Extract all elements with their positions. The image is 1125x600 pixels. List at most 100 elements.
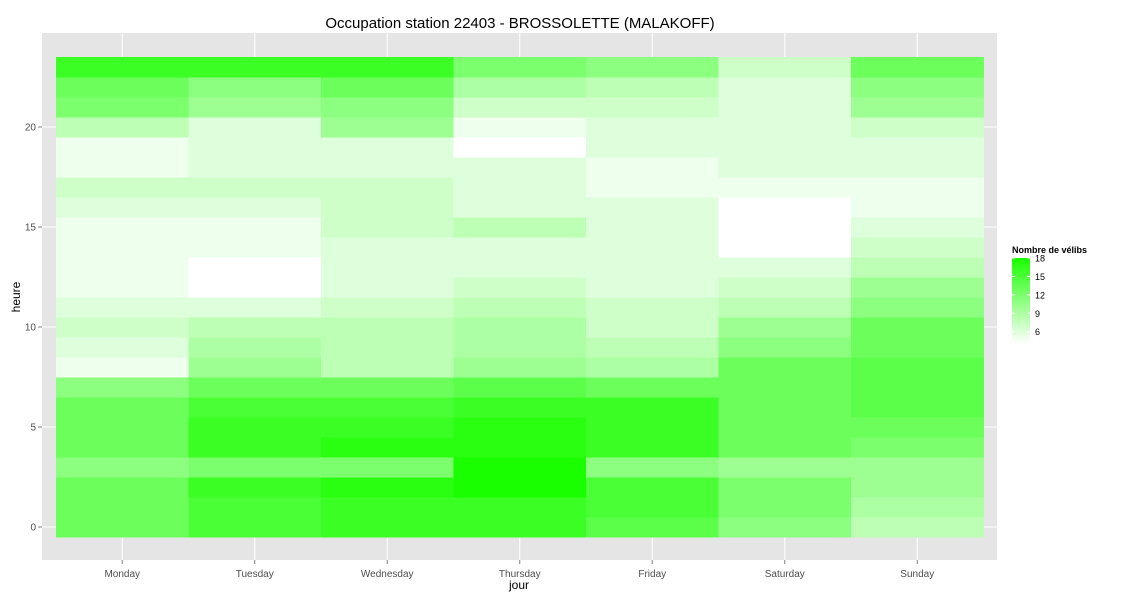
heatmap-cell [56, 357, 189, 378]
heatmap-cell [586, 297, 719, 318]
heatmap-cell [453, 277, 587, 298]
heatmap-cell [586, 237, 719, 258]
heatmap-cell [718, 377, 852, 398]
heatmap-cell [718, 57, 852, 78]
heatmap-cell [188, 97, 322, 118]
heatmap-cell [321, 417, 454, 438]
heatmap-cell [586, 357, 719, 378]
heatmap-cell [851, 57, 984, 78]
heatmap-cell [453, 157, 587, 178]
heatmap-cell [586, 517, 719, 538]
heatmap-cell [718, 337, 852, 358]
heatmap-cell [453, 217, 587, 238]
heatmap-cell [453, 137, 587, 158]
heatmap-cell [851, 157, 984, 178]
heatmap-cell [56, 117, 189, 138]
heatmap-cell [56, 257, 189, 278]
heatmap-cell [718, 517, 852, 538]
legend-colorbar [1012, 258, 1030, 344]
heatmap-cell [321, 297, 454, 318]
heatmap-cell [453, 457, 587, 478]
heatmap-cell [56, 317, 189, 338]
heatmap-cell [188, 337, 322, 358]
heatmap-cell [718, 297, 852, 318]
heatmap-cell [56, 377, 189, 398]
heatmap-cell [851, 497, 984, 518]
heatmap-cell [586, 477, 719, 498]
heatmap-cell [56, 457, 189, 478]
heatmap-cell [56, 197, 189, 218]
heatmap-cell [718, 157, 852, 178]
x-tick-label: Saturday [765, 569, 805, 580]
heatmap-cell [56, 137, 189, 158]
heatmap-cell [188, 437, 322, 458]
heatmap-cell [453, 437, 587, 458]
heatmap-cell [586, 417, 719, 438]
heatmap-cell [586, 97, 719, 118]
heatmap-cell [321, 317, 454, 338]
x-tick-label: Thursday [499, 569, 541, 580]
heatmap-cell [56, 77, 189, 98]
heatmap-cell [56, 157, 189, 178]
heatmap-cell [851, 237, 984, 258]
heatmap-cell [56, 397, 189, 418]
heatmap-cell [321, 437, 454, 458]
x-tick-label: Friday [638, 569, 666, 580]
heatmap-cell [851, 217, 984, 238]
heatmap-cell [56, 497, 189, 518]
heatmap-cell [321, 197, 454, 218]
heatmap-cell [321, 357, 454, 378]
heatmap-cell [851, 357, 984, 378]
heatmap-cell [851, 277, 984, 298]
heatmap-cell [851, 257, 984, 278]
heatmap-cell [453, 357, 587, 378]
heatmap-cell [851, 177, 984, 198]
heatmap-cell [56, 517, 189, 538]
heatmap-cell [718, 137, 852, 158]
y-tick-label: 5 [30, 423, 36, 434]
heatmap-cell [56, 57, 189, 78]
heatmap-cell [188, 157, 322, 178]
heatmap-cell [321, 237, 454, 258]
heatmap-cell [321, 337, 454, 358]
heatmap-cell [453, 397, 587, 418]
heatmap-cell [586, 177, 719, 198]
heatmap-cell [453, 517, 587, 538]
heatmap-cell [56, 217, 189, 238]
heatmap-cell [718, 497, 852, 518]
heatmap-cell [321, 97, 454, 118]
heatmap-cell [56, 277, 189, 298]
heatmap-cell [321, 177, 454, 198]
heatmap-cell [453, 297, 587, 318]
heatmap-cell [586, 377, 719, 398]
heatmap-cell [851, 337, 984, 358]
heatmap-cell [718, 257, 852, 278]
heatmap-cell [718, 117, 852, 138]
heatmap-cell [321, 257, 454, 278]
heatmap-cell [851, 117, 984, 138]
heatmap-cell [718, 357, 852, 378]
heatmap-cell [453, 337, 587, 358]
heatmap-cell [718, 77, 852, 98]
heatmap-cell [56, 437, 189, 458]
heatmap-cell [321, 377, 454, 398]
heatmap-cell [586, 397, 719, 418]
heatmap-cell [188, 77, 322, 98]
heatmap-cell [718, 397, 852, 418]
heatmap-cell [321, 397, 454, 418]
heatmap-cell [321, 497, 454, 518]
legend-title: Nombre de vélibs [1012, 245, 1088, 255]
chart-title: Occupation station 22403 - BROSSOLETTE (… [325, 15, 715, 32]
heatmap-cell [586, 497, 719, 518]
heatmap-cell [453, 417, 587, 438]
heatmap-cell [851, 137, 984, 158]
heatmap-cell [188, 197, 322, 218]
legend-ticks: 18 15 12 9 6 [1012, 254, 1045, 337]
heatmap-cell [453, 477, 587, 498]
heatmap-cell [851, 397, 984, 418]
heatmap-cell [188, 257, 322, 278]
heatmap-cell [188, 517, 322, 538]
x-axis-label: jour [508, 578, 529, 592]
heatmap-cell [321, 517, 454, 538]
